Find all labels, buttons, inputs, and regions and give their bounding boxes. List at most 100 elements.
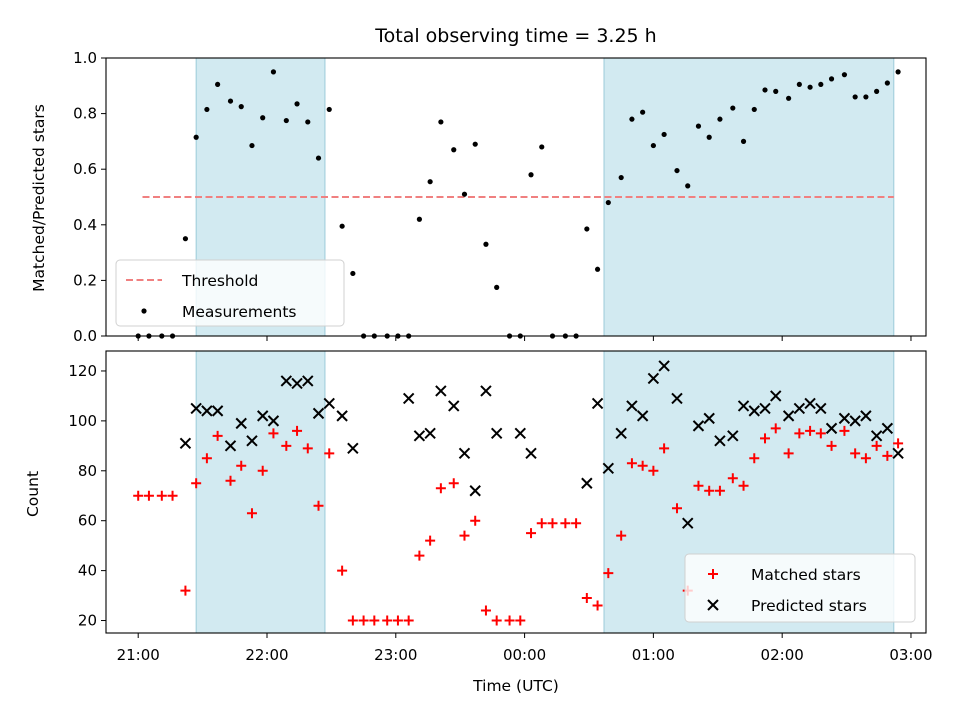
- measurement-point: [618, 174, 624, 181]
- predicted-star-point: [602, 462, 615, 474]
- predicted-star-point: [312, 407, 325, 420]
- predicted-star-point: [179, 437, 192, 450]
- measurement-point: [650, 142, 656, 149]
- matched-star-point: [156, 490, 167, 501]
- legend-predicted-swatch: [707, 599, 719, 611]
- matched-star-point: [770, 423, 781, 434]
- matched-star-point: [392, 615, 403, 626]
- predicted-star-point: [815, 402, 827, 415]
- predicted-star-point: [682, 517, 694, 529]
- top-panel-legend: Threshold Measurements: [115, 259, 345, 327]
- matched-star-point: [504, 615, 515, 626]
- measurement-point: [828, 76, 835, 82]
- measurement-point: [494, 284, 500, 290]
- measurement-point: [204, 106, 210, 113]
- predicted-star-point: [860, 410, 872, 422]
- measurement-point: [427, 179, 433, 185]
- predicted-star-point: [636, 410, 649, 422]
- chart-title: Total observing time = 3.25 h: [374, 25, 656, 47]
- bottom-panel-ylabel: Count: [24, 471, 42, 517]
- measurement-point: [238, 104, 244, 110]
- matched-star-point: [893, 438, 904, 449]
- predicted-star-point: [302, 375, 314, 387]
- axes-frame: [105, 350, 927, 634]
- measurement-point: [472, 141, 478, 147]
- predicted-star-point: [480, 385, 492, 397]
- predicted-star-point: [469, 485, 481, 497]
- matched-star-point: [167, 490, 178, 501]
- x-tick-label: 23:00: [374, 646, 417, 664]
- predicted-star-point: [525, 447, 537, 460]
- y-tick-label: 0.0: [73, 327, 97, 345]
- measurement-point: [584, 226, 590, 232]
- predicted-star-point: [591, 397, 604, 410]
- x-tick-label: 22:00: [245, 646, 288, 664]
- measurement-point: [818, 81, 824, 88]
- measurement-point: [605, 199, 611, 206]
- matched-star-point: [616, 530, 627, 541]
- matched-star-point: [268, 428, 279, 439]
- matched-star-point: [491, 615, 502, 626]
- predicted-star-point: [626, 400, 638, 412]
- measurement-point: [730, 105, 736, 111]
- y-tick-label: 120: [68, 362, 97, 380]
- measurement-point: [270, 69, 277, 75]
- matched-star-point: [382, 615, 393, 626]
- matched-star-point: [826, 440, 837, 451]
- measurement-point: [193, 134, 199, 140]
- predicted-star-point: [323, 397, 335, 410]
- predicted-star-point: [336, 410, 348, 422]
- predicted-star-point: [838, 412, 851, 425]
- legend-label: Measurements: [182, 303, 297, 321]
- matched-star-point: [143, 490, 154, 501]
- y-tick-label: 100: [68, 412, 97, 430]
- y-tick-label: 0.2: [73, 271, 97, 289]
- measurement-point: [451, 147, 457, 153]
- matched-star-point: [592, 600, 603, 611]
- matched-star-point: [815, 428, 826, 439]
- measurement-point: [884, 80, 890, 86]
- y-tick-label: 40: [78, 562, 97, 580]
- matched-star-point: [693, 480, 704, 491]
- predicted-star-point: [759, 402, 771, 415]
- matched-star-point: [347, 615, 358, 626]
- measurement-point: [283, 117, 289, 124]
- matched-star-point: [714, 485, 725, 496]
- matched-star-point: [470, 515, 481, 526]
- matched-star-point: [358, 615, 369, 626]
- measurement-point: [305, 119, 311, 125]
- measurement-point: [773, 88, 779, 94]
- predicted-star-point: [267, 415, 280, 427]
- y-tick-label: 20: [78, 612, 97, 630]
- matched-star-point: [212, 430, 223, 441]
- matched-star-point: [805, 425, 816, 436]
- measurement-point: [740, 138, 747, 144]
- matched-star-point: [257, 465, 268, 476]
- matched-star-point: [560, 518, 571, 529]
- x-tick-label: 03:00: [889, 646, 932, 664]
- matched-star-point: [246, 508, 257, 519]
- predicted-star-point: [211, 405, 224, 417]
- y-tick-label: 0.6: [73, 160, 97, 178]
- matched-star-point: [435, 483, 446, 494]
- measurement-point: [438, 119, 444, 125]
- predicted-star-point: [581, 477, 593, 489]
- predicted-star-point: [448, 400, 460, 412]
- predicted-star-point: [424, 427, 436, 440]
- top-panel-points: [135, 69, 901, 339]
- predicted-star-point: [804, 397, 816, 410]
- predicted-star-point: [190, 402, 202, 415]
- legend-measurement-swatch: [141, 308, 147, 314]
- predicted-star-point: [413, 430, 426, 442]
- shaded-interval: [195, 350, 326, 634]
- predicted-star-point: [490, 427, 503, 440]
- measurement-point: [661, 131, 667, 138]
- measurement-point: [796, 81, 802, 88]
- x-tick-label: 01:00: [632, 646, 675, 664]
- predicted-star-point: [256, 410, 269, 422]
- predicted-star-point: [849, 415, 861, 427]
- matched-star-point: [281, 440, 292, 451]
- matched-star-point: [749, 453, 760, 464]
- matched-star-point: [324, 448, 335, 459]
- measurement-point: [807, 84, 813, 90]
